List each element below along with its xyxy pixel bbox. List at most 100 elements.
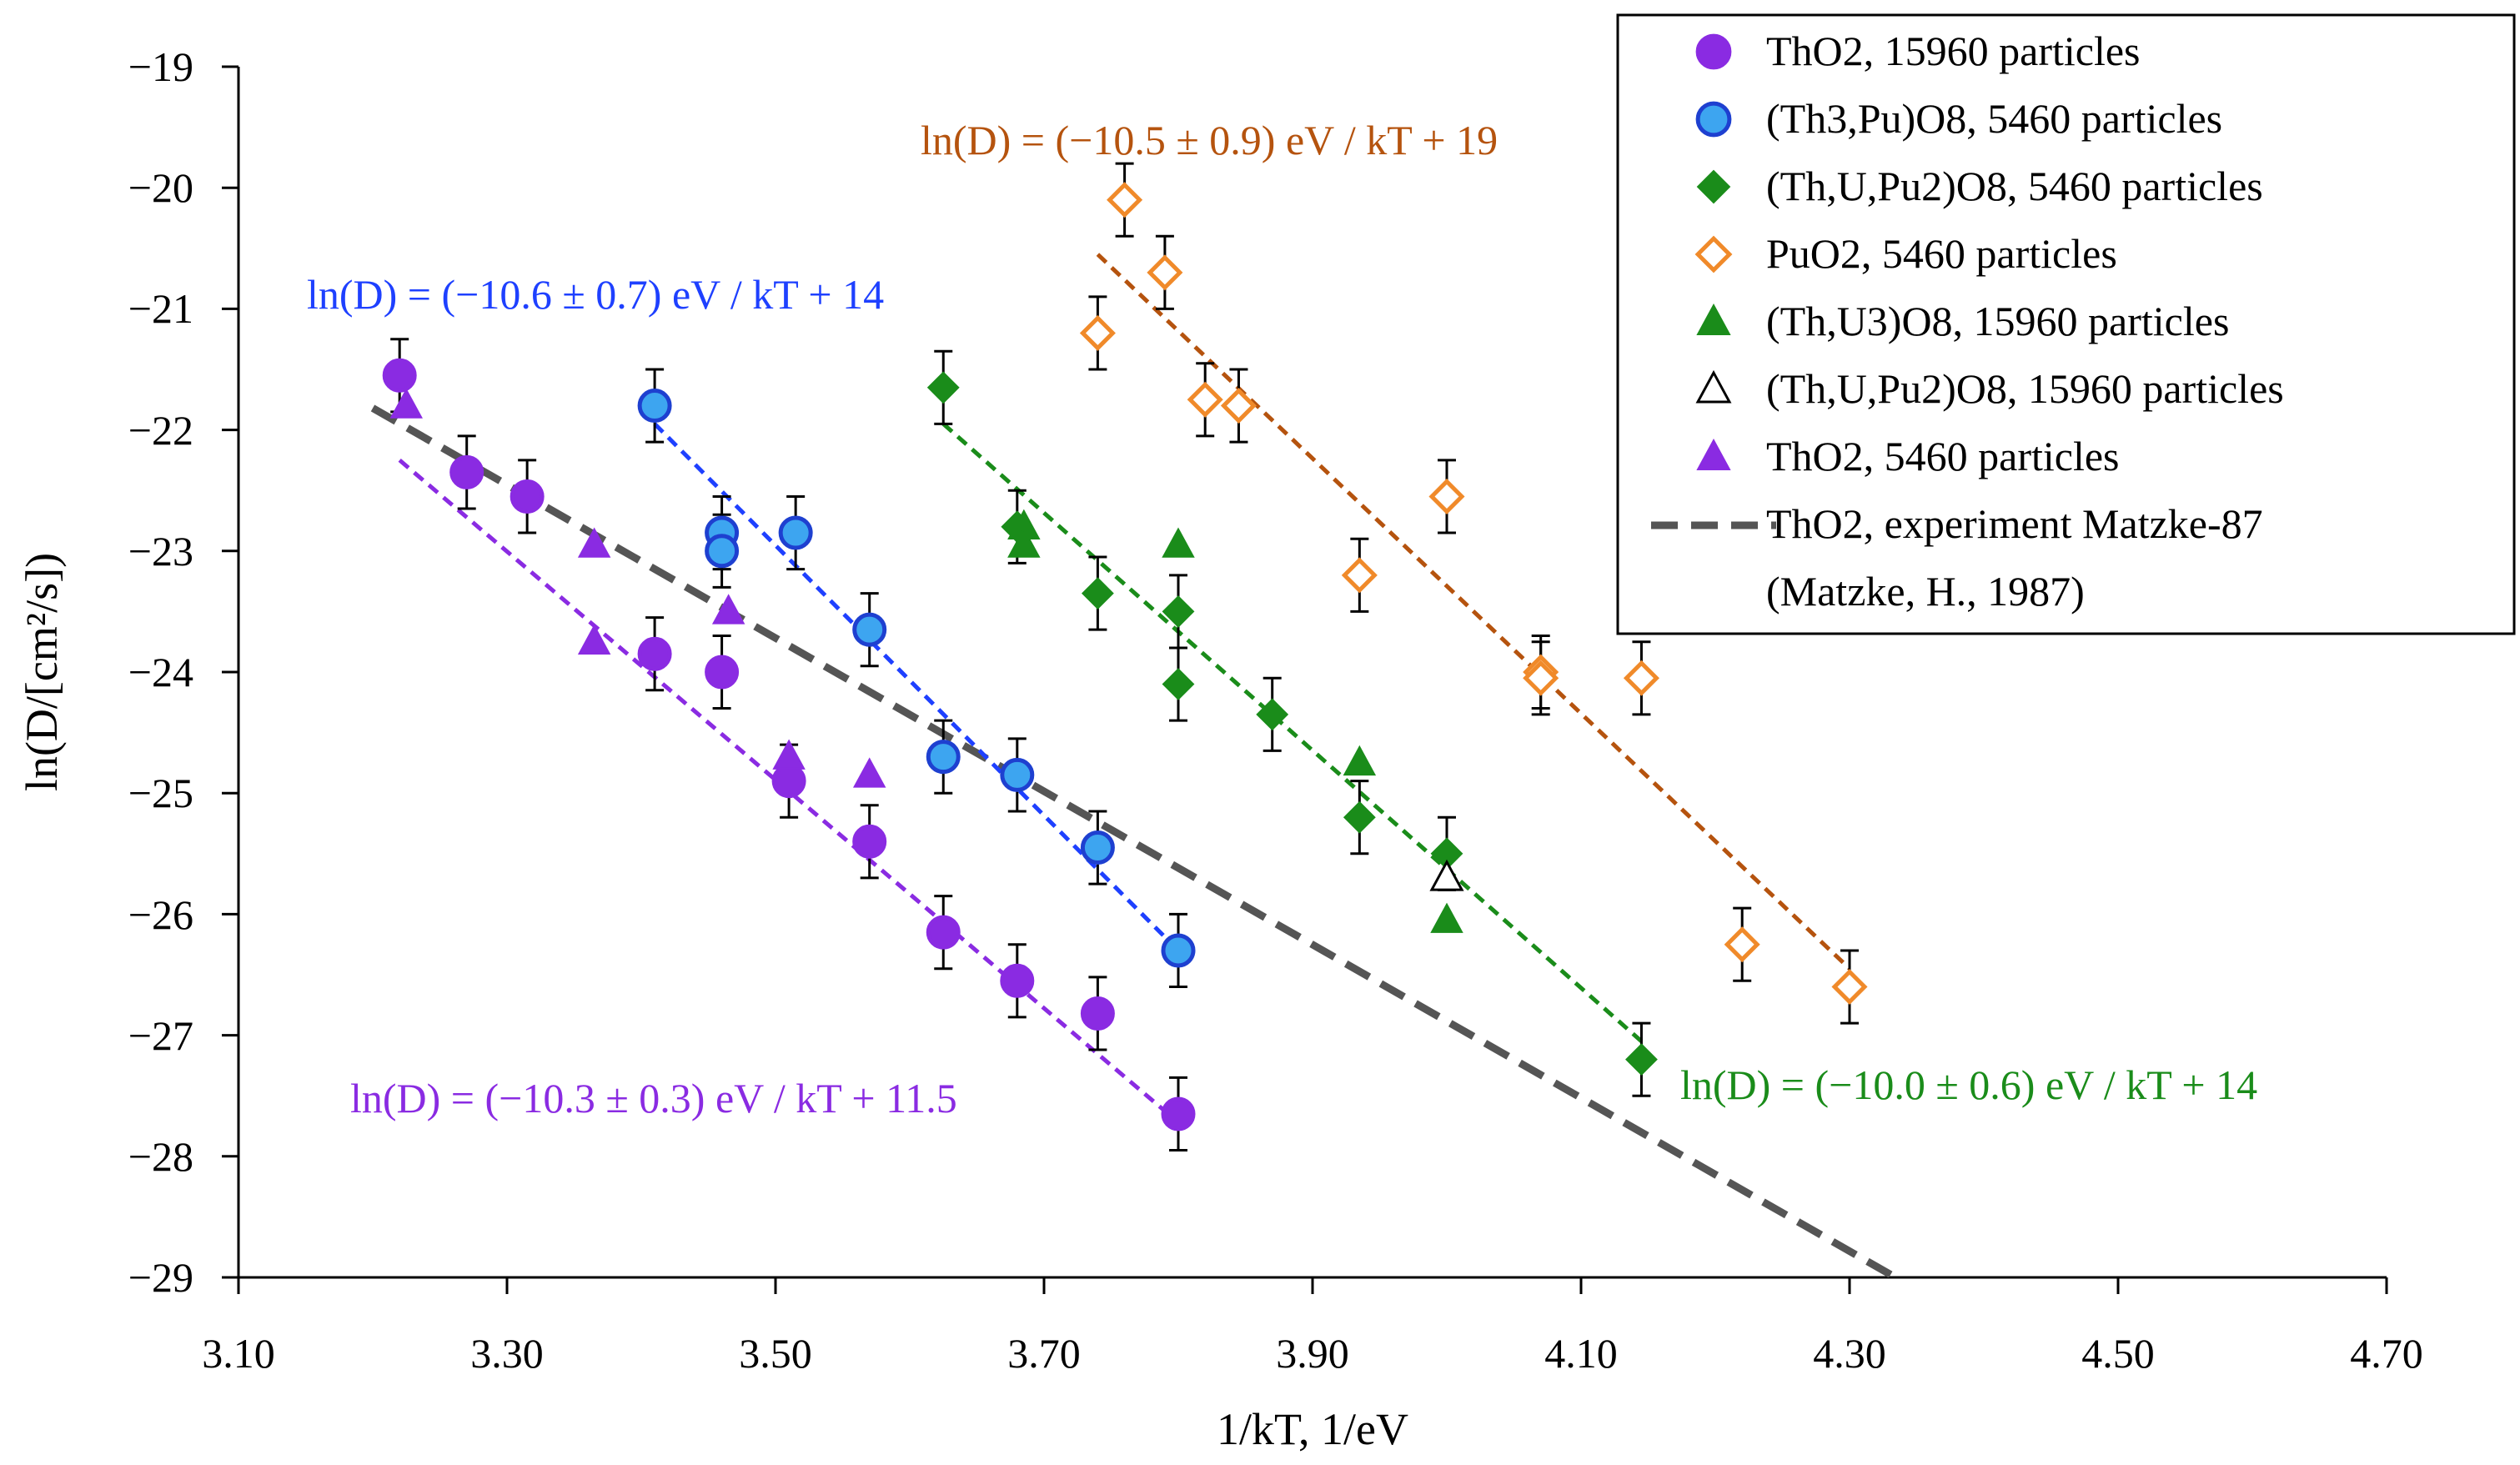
legend-markers	[1694, 33, 1733, 470]
y-tick-label: −29	[128, 1254, 193, 1301]
data-point-series-1	[705, 534, 740, 569]
data-points-layer	[382, 182, 1868, 1131]
data-point-series-6	[577, 624, 611, 655]
data-point-series-3	[1079, 314, 1116, 351]
y-tick-label: −24	[128, 649, 193, 695]
x-tick-label: 3.90	[1276, 1330, 1349, 1377]
legend-label-thupu2-15960: (Th,U,Pu2)O8, 15960 particles	[1766, 365, 2284, 412]
data-point-series-2	[1162, 595, 1195, 628]
reference-line-matzke	[370, 404, 1904, 1277]
data-point-series-3	[1523, 660, 1559, 696]
x-tick-label: 4.70	[2350, 1330, 2423, 1377]
fit-line	[1096, 253, 1851, 971]
legend-label-thu3-15960: (Th,U3)O8, 15960 particles	[1766, 298, 2229, 344]
data-point-series-2	[1625, 1043, 1658, 1076]
y-tick-label: −19	[128, 43, 193, 90]
data-point-series-2	[926, 371, 960, 404]
y-tick-label: −22	[128, 407, 193, 454]
x-tick-label: 3.10	[202, 1330, 275, 1377]
legend-marker-series-3	[1694, 235, 1733, 273]
legend-marker-series-2	[1696, 169, 1731, 204]
y-tick-label: −27	[128, 1012, 193, 1059]
data-point-series-2	[1162, 668, 1195, 700]
axes	[222, 65, 2388, 1294]
data-point-series-3	[1147, 254, 1183, 291]
data-point-series-1	[1080, 830, 1115, 865]
data-point-series-0	[510, 479, 545, 514]
reference-line-layer	[370, 404, 1904, 1277]
legend-marker-series-4	[1696, 303, 1731, 335]
data-point-series-1	[778, 515, 813, 550]
y-tick-label: −21	[128, 285, 193, 332]
data-point-series-1	[1000, 757, 1035, 792]
data-point-series-3	[1220, 388, 1257, 424]
data-point-series-0	[926, 915, 961, 950]
data-point-series-4	[1162, 527, 1195, 558]
data-point-series-1	[1161, 933, 1196, 968]
data-point-series-6	[577, 527, 611, 558]
y-tick-label: −20	[128, 164, 193, 211]
data-point-series-3	[1107, 182, 1143, 218]
fit-label-orange: ln(D) = (−10.5 ± 0.9) eV / kT + 19	[921, 117, 1498, 163]
legend-label-reference-citation: (Matzke, H., 1987)	[1766, 568, 2085, 615]
data-point-series-2	[1343, 800, 1376, 834]
data-point-series-6	[772, 739, 806, 770]
legend-label-reference: ThO2, experiment Matzke-87	[1766, 500, 2263, 547]
x-tick-label: 3.30	[470, 1330, 544, 1377]
fit-label-blue: ln(D) = (−10.6 ± 0.7) eV / kT + 14	[307, 271, 884, 318]
data-point-series-1	[852, 612, 887, 647]
x-tick-labels: 3.10 3.30 3.50 3.70 3.90 4.10 4.30 4.50 …	[202, 1330, 2423, 1377]
data-point-series-3	[1187, 381, 1223, 418]
data-point-series-0	[771, 764, 806, 799]
data-point-series-4	[1343, 745, 1377, 776]
legend-marker-series-0	[1695, 33, 1732, 70]
x-tick-label: 3.50	[739, 1330, 812, 1377]
y-tick-label: −23	[128, 528, 193, 574]
data-point-series-3	[1623, 660, 1659, 696]
legend-label-th3pu-5460: (Th3,Pu)O8, 5460 particles	[1766, 95, 2222, 142]
fit-label-green: ln(D) = (−10.0 ± 0.6) eV / kT + 14	[1680, 1061, 2257, 1108]
data-point-series-4	[1430, 902, 1463, 933]
legend-marker-series-5	[1695, 369, 1732, 404]
data-point-series-0	[449, 454, 484, 489]
legend-label-tho2-15960: ThO2, 15960 particles	[1766, 28, 2141, 74]
legend-marker-series-6	[1696, 438, 1731, 470]
x-tick-label: 3.70	[1007, 1330, 1081, 1377]
data-point-series-2	[1256, 698, 1289, 731]
legend-label-tho2-5460: ThO2, 5460 particles	[1766, 433, 2120, 479]
data-point-series-3	[1724, 926, 1760, 963]
legend-label-thupu2-5460: (Th,U,Pu2)O8, 5460 particles	[1766, 163, 2263, 209]
x-tick-label: 4.50	[2081, 1330, 2155, 1377]
data-point-series-5	[1429, 859, 1464, 891]
data-point-series-6	[852, 757, 886, 788]
fit-line	[653, 422, 1180, 952]
legend-box	[1616, 13, 2516, 635]
data-point-series-6	[711, 594, 745, 625]
data-point-series-0	[852, 824, 887, 859]
data-point-series-0	[637, 636, 672, 671]
data-point-series-3	[1831, 968, 1868, 1006]
y-tick-label: −26	[128, 891, 193, 938]
fit-line	[941, 422, 1644, 1043]
data-point-series-3	[1341, 557, 1378, 594]
legend-marker-series-1	[1695, 101, 1732, 138]
fit-label-purple: ln(D) = (−10.3 ± 0.3) eV / kT + 11.5	[350, 1075, 957, 1121]
x-tick-label: 4.30	[1813, 1330, 1886, 1377]
data-point-series-3	[1428, 478, 1465, 514]
y-tick-label: −25	[128, 770, 193, 816]
data-point-series-0	[705, 655, 740, 690]
data-point-series-0	[1161, 1096, 1196, 1131]
y-tick-labels: −19 −20 −21 −22 −23 −24 −25 −26 −27 −28 …	[128, 43, 193, 1301]
data-point-series-0	[1080, 996, 1115, 1031]
y-axis-title: ln(D/[cm²/s])	[17, 553, 67, 791]
legend-label-puo2-5460: PuO2, 5460 particles	[1766, 230, 2117, 277]
data-point-series-0	[382, 358, 417, 393]
x-tick-label: 4.10	[1544, 1330, 1618, 1377]
data-point-series-4	[1007, 527, 1041, 558]
data-point-series-0	[1000, 963, 1035, 998]
x-axis-title: 1/kT, 1/eV	[1217, 1404, 1408, 1454]
data-point-series-6	[389, 388, 423, 419]
data-point-series-1	[637, 389, 672, 424]
legend: ThO2, 15960 particles (Th3,Pu)O8, 5460 p…	[1616, 13, 2516, 635]
